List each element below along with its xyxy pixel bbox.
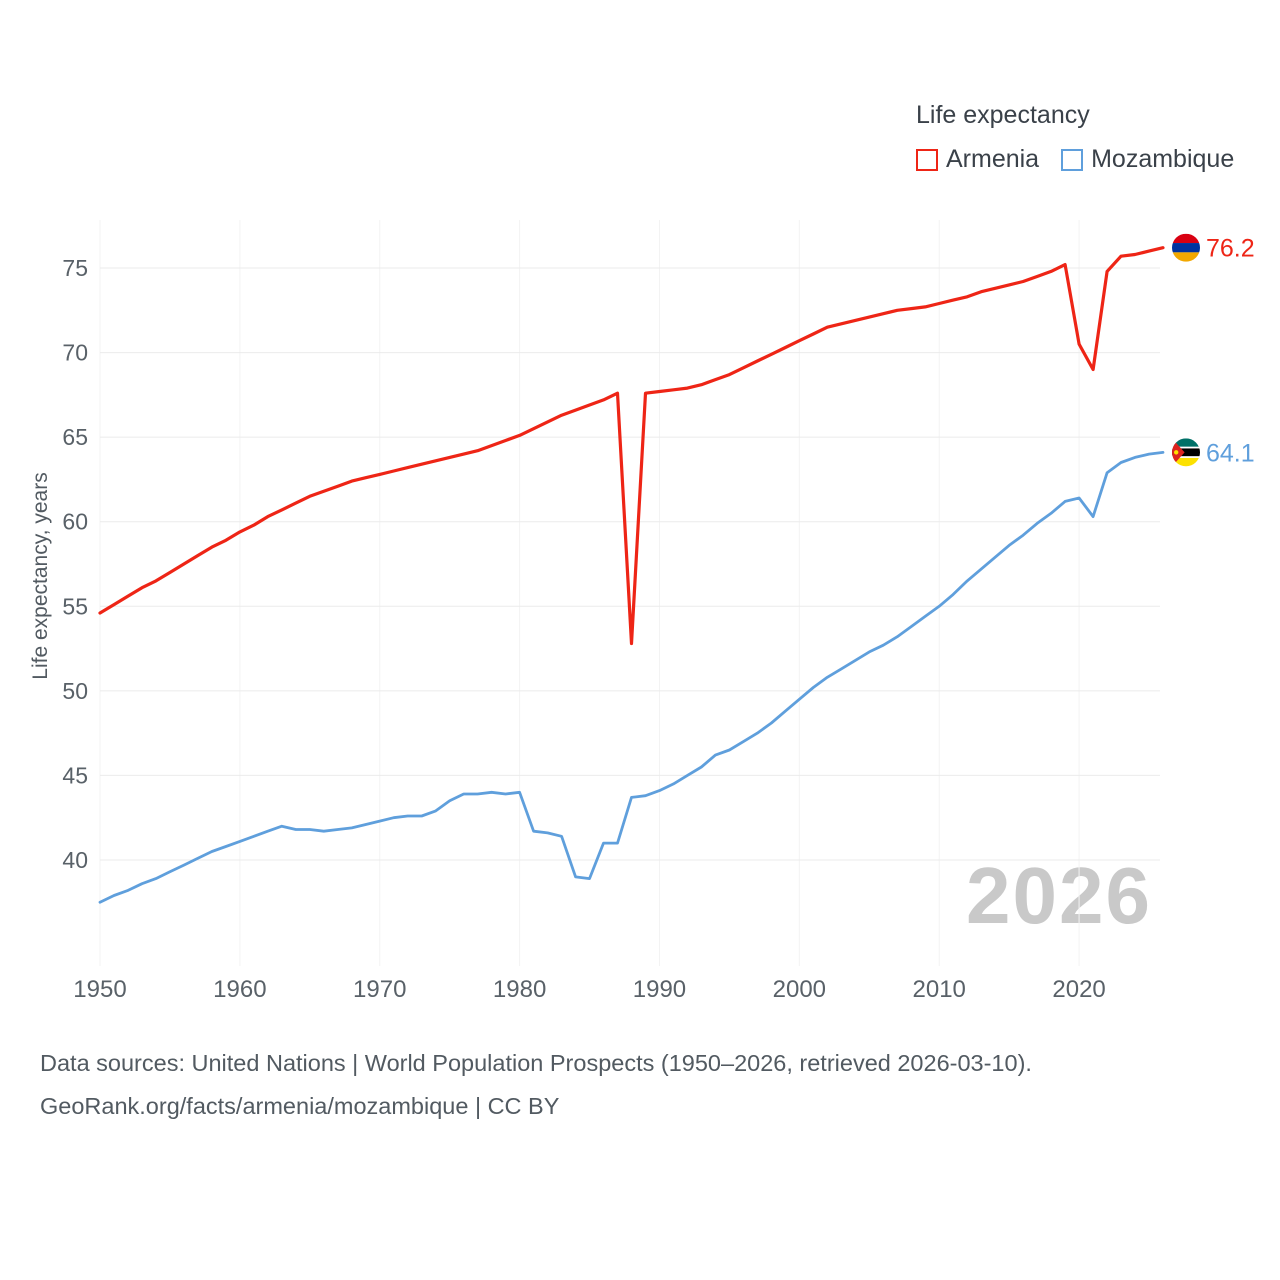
x-tick-label: 2010 — [913, 976, 966, 1003]
armenia-flag-icon — [1172, 233, 1200, 262]
y-tick-label: 75 — [62, 255, 88, 281]
x-tick-label: 1970 — [353, 976, 406, 1003]
legend: Life expectancy Armenia Mozambique — [916, 101, 1234, 174]
y-tick-label: 65 — [62, 424, 88, 450]
x-tick-label: 1960 — [213, 976, 266, 1003]
footer: Data sources: United Nations | World Pop… — [40, 1042, 1032, 1128]
armenia-line — [98, 246, 1165, 646]
x-tick-label: 2020 — [1052, 976, 1105, 1003]
mozambique-flag-icon — [1172, 438, 1200, 467]
y-tick-label: 40 — [62, 847, 88, 873]
armenia-end-value: 76.2 — [1206, 235, 1255, 263]
y-tick-label: 55 — [62, 593, 88, 619]
y-tick-label: 50 — [62, 678, 88, 704]
x-tick-label: 2000 — [773, 976, 826, 1003]
chart-canvas: 1950 1960 1970 1980 1990 2000 2010 2020 40 45 50 55… — [29, 220, 1255, 1003]
y-axis-label: Life expectancy, years — [29, 472, 52, 679]
y-tick-label: 70 — [62, 340, 88, 366]
legend-title: Life expectancy — [916, 101, 1090, 129]
watermark-year: 2026 — [966, 851, 1152, 940]
footer-sources: Data sources: United Nations | World Pop… — [40, 1050, 1032, 1076]
x-tick-label: 1950 — [73, 976, 126, 1003]
legend-item-mozambique[interactable]: Mozambique — [1061, 145, 1234, 174]
legend-label-armenia: Armenia — [946, 145, 1040, 173]
y-tick-label: 60 — [62, 509, 88, 535]
mozambique-line — [98, 450, 1165, 904]
legend-items: Armenia Mozambique — [916, 145, 1234, 174]
armenia-legend-swatch-icon — [916, 148, 938, 171]
legend-item-armenia[interactable]: Armenia — [916, 145, 1039, 174]
x-tick-label: 1980 — [493, 976, 546, 1003]
legend-label-mozambique: Mozambique — [1091, 145, 1235, 173]
y-tick-label: 45 — [62, 762, 88, 788]
footer-attribution: GeoRank.org/facts/armenia/mozambique | C… — [40, 1093, 560, 1119]
mozambique-legend-swatch-icon — [1061, 148, 1084, 171]
x-tick-label: 1990 — [633, 976, 686, 1003]
mozambique-end-value: 64.1 — [1206, 439, 1255, 467]
